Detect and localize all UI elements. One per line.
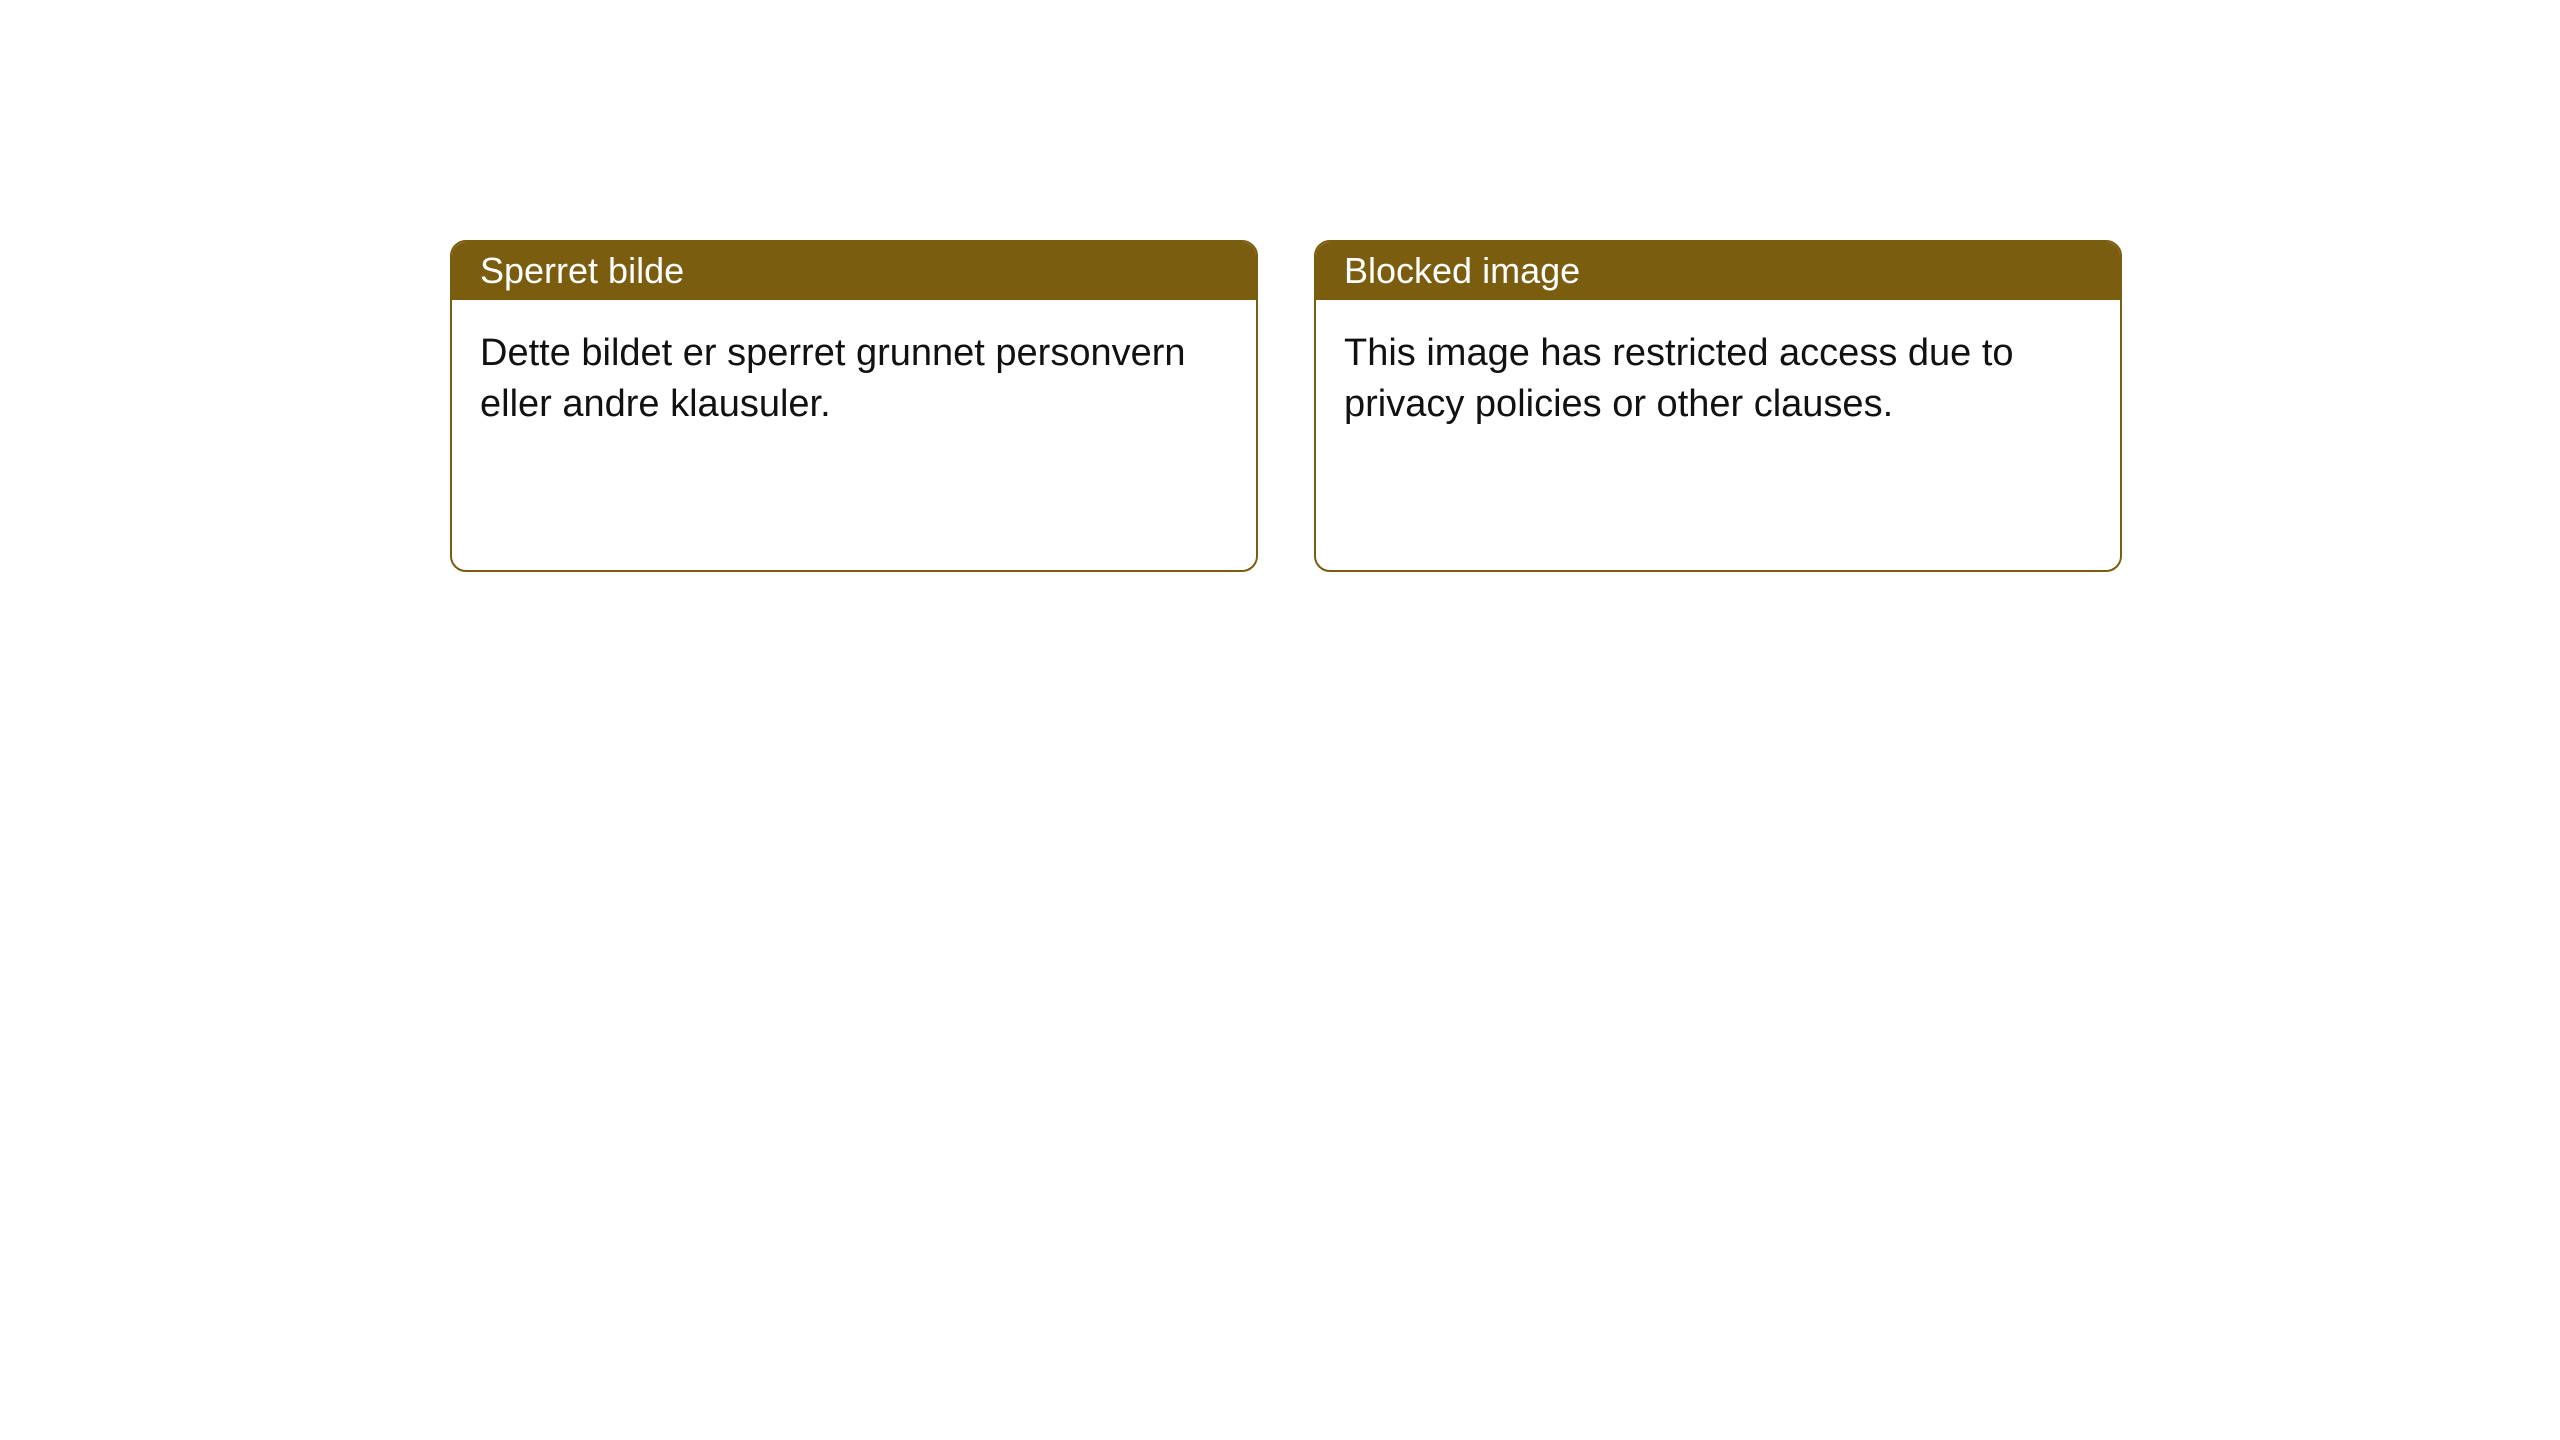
notice-cards-container: Sperret bilde Dette bildet er sperret gr… [0, 0, 2560, 572]
notice-card-norwegian: Sperret bilde Dette bildet er sperret gr… [450, 240, 1258, 572]
card-body: Dette bildet er sperret grunnet personve… [452, 300, 1256, 570]
card-body-text: Dette bildet er sperret grunnet personve… [480, 332, 1186, 425]
card-header: Blocked image [1316, 242, 2120, 300]
card-header: Sperret bilde [452, 242, 1256, 300]
card-body-text: This image has restricted access due to … [1344, 332, 2014, 425]
notice-card-english: Blocked image This image has restricted … [1314, 240, 2122, 572]
card-title: Sperret bilde [480, 250, 684, 291]
card-body: This image has restricted access due to … [1316, 300, 2120, 570]
card-title: Blocked image [1344, 250, 1580, 291]
